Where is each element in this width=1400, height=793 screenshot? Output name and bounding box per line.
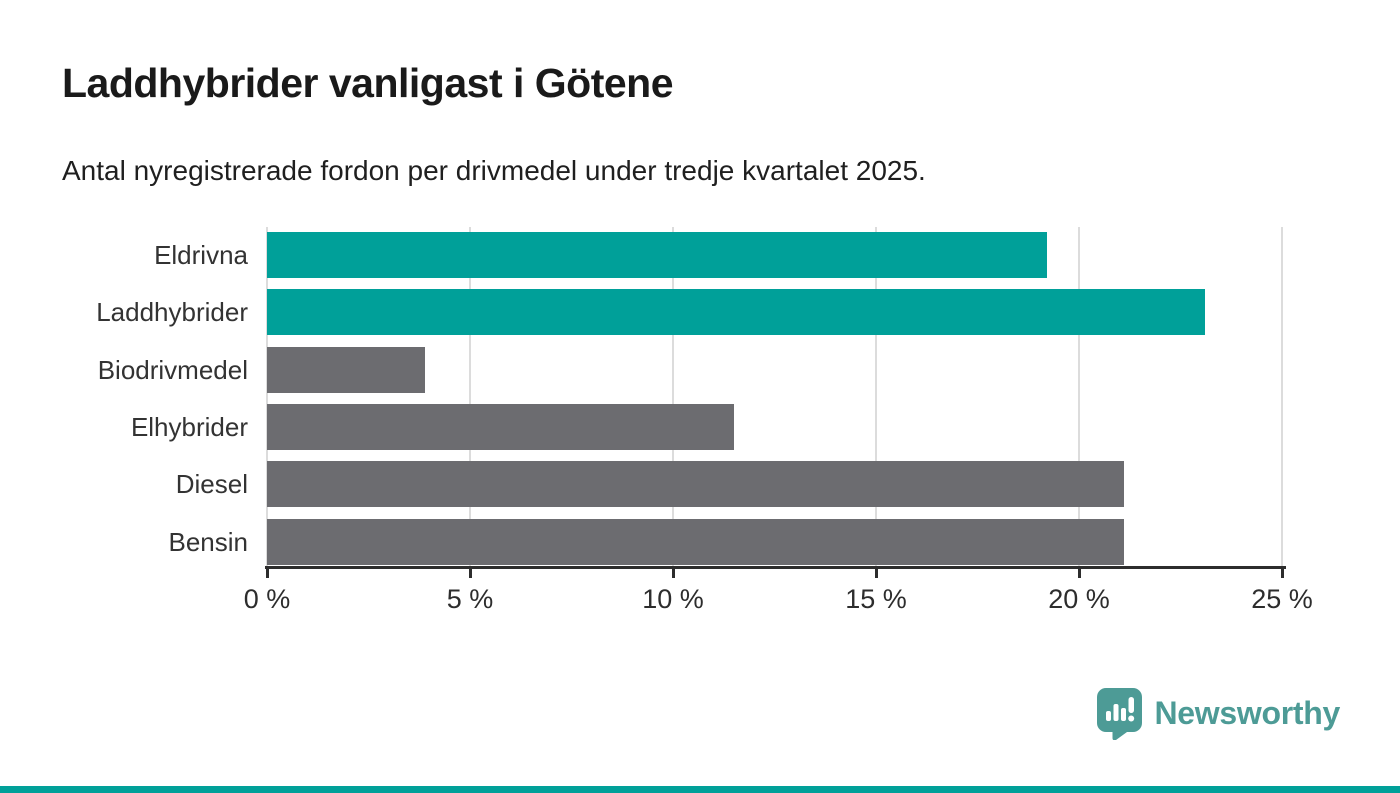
x-tick-mark — [1280, 569, 1284, 578]
chart-subtitle: Antal nyregistrerade fordon per drivmede… — [62, 155, 926, 186]
x-tick-mark — [874, 569, 878, 578]
gridline — [469, 227, 471, 567]
x-tick-label: 5 % — [446, 584, 494, 614]
x-tick-mark — [265, 569, 269, 578]
x-tick-label: 0 % — [243, 584, 291, 614]
bar-biodrivmedel — [267, 346, 426, 393]
x-tick-mark — [468, 569, 472, 578]
x-tick-label: 10 % — [642, 584, 704, 614]
x-tick-label: 15 % — [845, 584, 907, 614]
gridline — [266, 227, 268, 567]
category-label-laddhybrider: Laddhybrider — [96, 297, 248, 328]
x-tick-label: 20 % — [1048, 584, 1110, 614]
x-tick-mark — [1077, 569, 1081, 578]
category-label-diesel: Diesel — [175, 469, 248, 500]
category-label-eldrivna: Eldrivna — [154, 240, 248, 270]
newsworthy-logo[interactable]: Newsworthy — [1096, 687, 1341, 740]
chart-title: Laddhybrider vanligast i Götene — [62, 60, 674, 106]
category-label-bensin: Bensin — [168, 526, 249, 557]
bar-elhybrider — [267, 403, 734, 450]
category-label-elhybrider: Elhybrider — [130, 411, 248, 442]
bar-eldrivna — [267, 232, 1047, 278]
gridline — [1281, 227, 1283, 567]
gridline — [875, 227, 877, 567]
bar-bensin — [267, 518, 1124, 565]
x-tick-mark — [671, 569, 675, 578]
x-axis-line — [265, 566, 1286, 569]
newsworthy-bubble-chart-icon — [1096, 688, 1142, 740]
footer-stripe — [0, 786, 1400, 793]
x-tick-label: 25 % — [1251, 584, 1313, 614]
gridline — [1078, 227, 1080, 567]
plot-area — [266, 227, 1283, 567]
bar-diesel — [267, 461, 1124, 508]
gridline — [672, 227, 674, 567]
newsworthy-logo-text: Newsworthy — [1154, 695, 1341, 731]
category-label-biodrivmedel: Biodrivmedel — [97, 354, 248, 385]
category-labels: Eldrivna Laddhybrider Biodrivmedel Elhybrid… — [40, 227, 250, 567]
bar-laddhybrider — [267, 289, 1205, 336]
